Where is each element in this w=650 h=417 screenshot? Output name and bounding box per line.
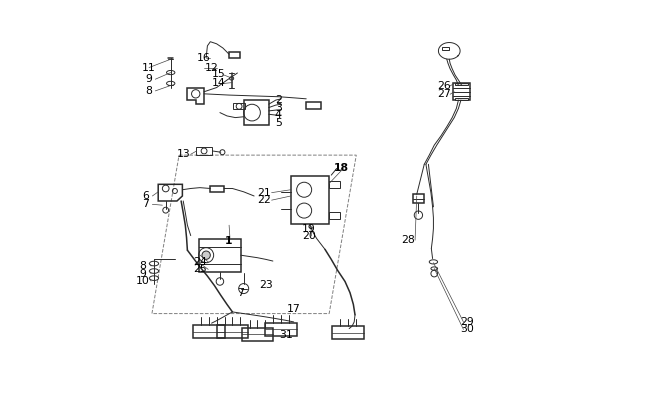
Text: 4: 4	[275, 110, 281, 120]
Text: 23: 23	[259, 280, 272, 290]
Polygon shape	[455, 98, 469, 100]
Text: 27: 27	[437, 89, 451, 99]
Text: 7: 7	[142, 199, 149, 209]
Text: 21: 21	[257, 188, 272, 198]
Text: 18: 18	[334, 163, 349, 173]
Text: 20: 20	[302, 231, 316, 241]
Text: 2: 2	[275, 95, 281, 105]
Text: 29: 29	[460, 317, 474, 327]
Text: 1: 1	[224, 236, 232, 246]
Text: 11: 11	[142, 63, 156, 73]
Text: 8: 8	[139, 261, 146, 271]
Text: 12: 12	[205, 63, 218, 73]
Text: 31: 31	[279, 330, 293, 340]
Text: 9: 9	[139, 269, 146, 279]
Text: 17: 17	[287, 304, 300, 314]
Text: 7: 7	[237, 288, 244, 298]
Text: 24: 24	[193, 257, 207, 267]
Text: 26: 26	[437, 81, 451, 91]
Text: 9: 9	[146, 74, 153, 84]
Text: 8: 8	[146, 86, 153, 96]
Polygon shape	[455, 83, 469, 85]
Text: 6: 6	[142, 191, 149, 201]
Circle shape	[202, 251, 211, 259]
Text: 10: 10	[135, 276, 150, 286]
Text: 14: 14	[212, 78, 226, 88]
Text: 30: 30	[460, 324, 474, 334]
Text: 19: 19	[302, 224, 316, 234]
Text: 5: 5	[275, 118, 281, 128]
Text: 3: 3	[275, 103, 281, 113]
Text: 25: 25	[193, 264, 207, 274]
Text: 13: 13	[176, 149, 190, 159]
Text: 28: 28	[400, 235, 415, 245]
Text: 15: 15	[212, 69, 226, 79]
Text: 22: 22	[257, 195, 272, 205]
Text: 16: 16	[197, 53, 211, 63]
